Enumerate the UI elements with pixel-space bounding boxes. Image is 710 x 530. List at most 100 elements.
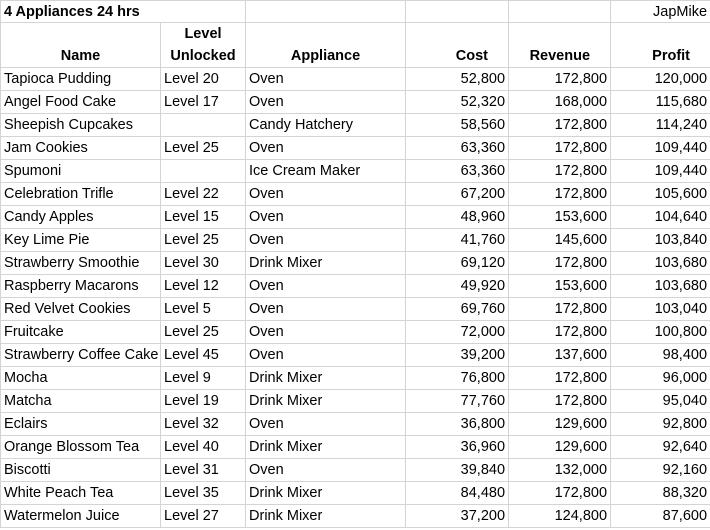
cell: 172,800: [508, 320, 612, 344]
column-header: Cost: [405, 22, 510, 68]
cell: 67,200: [405, 182, 510, 206]
cell: Level 9: [159, 366, 247, 390]
data-row: Candy Apples Level 15 Oven 48,960 153,600 104…: [0, 205, 710, 229]
cell: Angel Food Cake: [0, 90, 161, 114]
data-row: Fruitcake Level 25 Oven 72,000 172,800 100,80…: [0, 320, 710, 344]
cell: Level 40: [159, 435, 247, 459]
cell: Oven: [245, 228, 407, 252]
cell: Red Velvet Cookies: [0, 297, 161, 321]
cell: [508, 0, 612, 23]
data-row: Watermelon Juice Level 27 Drink Mixer 37,20…: [0, 504, 710, 528]
cell: 48,960: [405, 205, 510, 229]
data-row: Orange Blossom Tea Level 40 Drink Mixer 36,…: [0, 435, 710, 459]
cell: Spumoni: [0, 159, 161, 183]
cell: 103,040: [610, 297, 710, 321]
cell: 39,200: [405, 343, 510, 367]
cell: 63,360: [405, 136, 510, 160]
cell: 58,560: [405, 113, 510, 137]
data-row: Tapioca Pudding Level 20 Oven 52,800 172,800…: [0, 67, 710, 91]
data-row: Strawberry Coffee Cake Level 45 Oven 39,200…: [0, 343, 710, 367]
cell: Tapioca Pudding: [0, 67, 161, 91]
cell: Biscotti: [0, 458, 161, 482]
cell: 129,600: [508, 435, 612, 459]
data-row: Key Lime Pie Level 25 Oven 41,760 145,600 103…: [0, 228, 710, 252]
cell: 49,920: [405, 274, 510, 298]
cell: 76,800: [405, 366, 510, 390]
cell: [405, 0, 510, 23]
data-row: Mocha Level 9 Drink Mixer 76,800 172,800 96,0…: [0, 366, 710, 390]
cell: Ice Cream Maker: [245, 159, 407, 183]
cell: Oven: [245, 182, 407, 206]
cell: 172,800: [508, 297, 612, 321]
cell: 84,480: [405, 481, 510, 505]
cell: 92,160: [610, 458, 710, 482]
cell: 109,440: [610, 136, 710, 160]
cell: Drink Mixer: [245, 366, 407, 390]
cell: 69,760: [405, 297, 510, 321]
cell: 145,600: [508, 228, 612, 252]
cell: 124,800: [508, 504, 612, 528]
cell: 115,680: [610, 90, 710, 114]
cell: 39,840: [405, 458, 510, 482]
sheet-title: 4 Appliances 24 hrs: [0, 0, 247, 23]
cell: Eclairs: [0, 412, 161, 436]
cell: 72,000: [405, 320, 510, 344]
cell: 37,200: [405, 504, 510, 528]
cell: 87,600: [610, 504, 710, 528]
cell: 172,800: [508, 159, 612, 183]
cell: 69,120: [405, 251, 510, 275]
cell: Oven: [245, 297, 407, 321]
cell: Oven: [245, 90, 407, 114]
cell: 103,840: [610, 228, 710, 252]
cell: 137,600: [508, 343, 612, 367]
data-row: Angel Food Cake Level 17 Oven 52,320 168,000…: [0, 90, 710, 114]
cell: 172,800: [508, 251, 612, 275]
cell: 109,440: [610, 159, 710, 183]
data-row: Eclairs Level 32 Oven 36,800 129,600 92,800: [0, 412, 710, 436]
cell: Drink Mixer: [245, 504, 407, 528]
cell: Drink Mixer: [245, 389, 407, 413]
cell: 36,960: [405, 435, 510, 459]
cell: [159, 113, 247, 137]
cell: Fruitcake: [0, 320, 161, 344]
cell: Mocha: [0, 366, 161, 390]
cell: Drink Mixer: [245, 435, 407, 459]
cell: Level 30: [159, 251, 247, 275]
cell: Jam Cookies: [0, 136, 161, 160]
cell: 129,600: [508, 412, 612, 436]
cell: Oven: [245, 412, 407, 436]
cell: 100,800: [610, 320, 710, 344]
cell: Level 17: [159, 90, 247, 114]
cell: Watermelon Juice: [0, 504, 161, 528]
cell: Level 20: [159, 67, 247, 91]
cell: Drink Mixer: [245, 481, 407, 505]
cell: 103,680: [610, 274, 710, 298]
cell: Level 32: [159, 412, 247, 436]
cell: 52,320: [405, 90, 510, 114]
cell: Level 25: [159, 320, 247, 344]
data-row: Biscotti Level 31 Oven 39,840 132,000 92,160: [0, 458, 710, 482]
data-row: Red Velvet Cookies Level 5 Oven 69,760 172,8…: [0, 297, 710, 321]
cell: Level 22: [159, 182, 247, 206]
data-row: Strawberry Smoothie Level 30 Drink Mixer 69…: [0, 251, 710, 275]
cell: 168,000: [508, 90, 612, 114]
cell: 77,760: [405, 389, 510, 413]
cell: 92,800: [610, 412, 710, 436]
cell: 172,800: [508, 136, 612, 160]
cell: 114,240: [610, 113, 710, 137]
cell: Strawberry Coffee Cake: [0, 343, 161, 367]
cell: Level 31: [159, 458, 247, 482]
cell: 172,800: [508, 366, 612, 390]
column-header: Level Unlocked: [159, 22, 247, 68]
data-row: Sheepish Cupcakes Candy Hatchery 58,560 172…: [0, 113, 710, 137]
column-header: Name: [0, 22, 161, 68]
cell: [159, 159, 247, 183]
header-row: Name Level Unlocked Appliance Cost Revenue Pr…: [0, 22, 710, 68]
cell: 41,760: [405, 228, 510, 252]
cell: Level 15: [159, 205, 247, 229]
cell: Oven: [245, 136, 407, 160]
data-row: Matcha Level 19 Drink Mixer 77,760 172,800 95…: [0, 389, 710, 413]
